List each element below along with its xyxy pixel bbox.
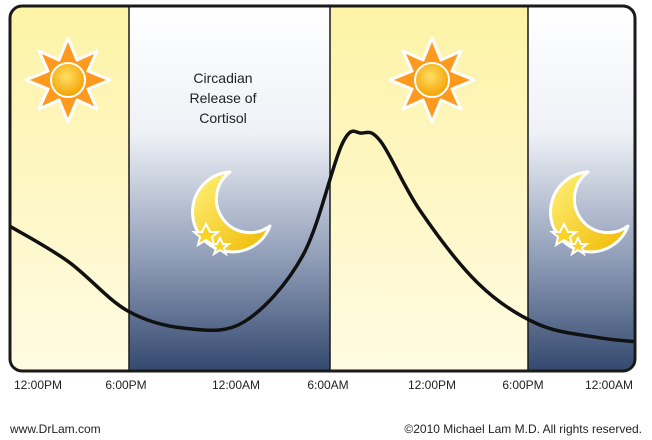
night-band	[129, 6, 330, 371]
title-line: Circadian	[193, 70, 253, 86]
time-label: 12:00AM	[211, 378, 261, 392]
diagram-title: Circadian Release of Cortisol	[160, 68, 286, 128]
time-label: 6:00PM	[502, 378, 544, 392]
night-band	[528, 6, 635, 371]
title-line: Cortisol	[199, 110, 247, 126]
sun-icon	[388, 36, 476, 124]
cortisol-curve	[10, 129, 635, 344]
footer-website: www.DrLam.com	[10, 422, 101, 436]
time-label: 12:00PM	[13, 378, 63, 392]
moon-stars-icon	[549, 170, 630, 257]
time-label: 6:00PM	[105, 378, 147, 392]
band-layer	[10, 6, 635, 371]
sun-icon	[24, 36, 112, 124]
time-label: 12:00AM	[584, 378, 634, 392]
moon-stars-icon	[191, 170, 272, 257]
footer-copyright: ©2010 Michael Lam M.D. All rights reserv…	[404, 422, 642, 436]
title-line: Release of	[189, 90, 257, 106]
diagram-frame	[8, 4, 637, 373]
time-label: 12:00PM	[407, 378, 457, 392]
time-label: 6:00AM	[307, 378, 349, 392]
